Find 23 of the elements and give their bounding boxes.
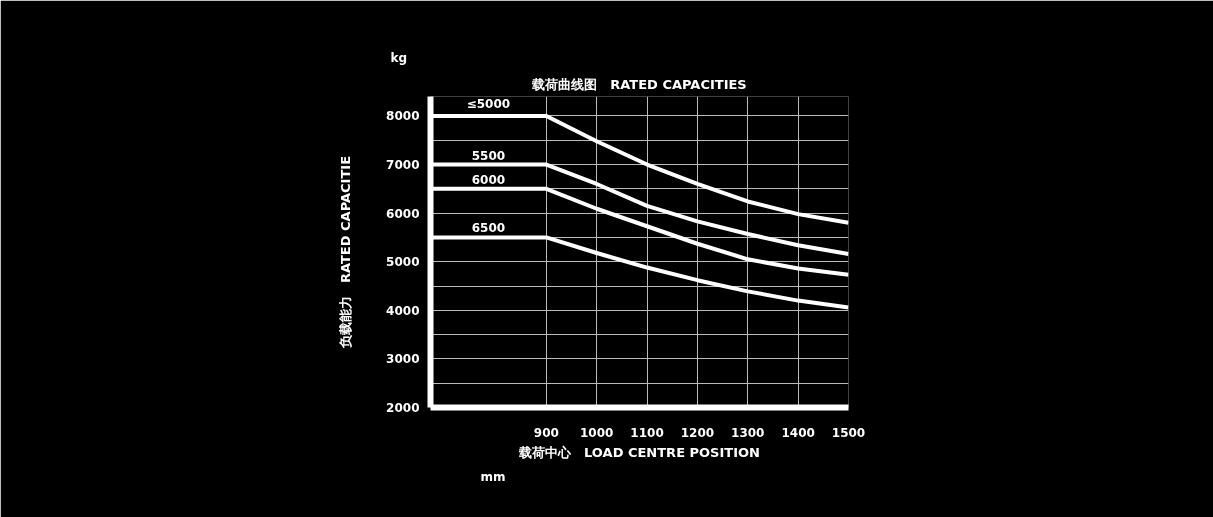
x-tick-label: 1300 bbox=[731, 425, 765, 440]
series-label: 5500 bbox=[471, 148, 506, 163]
x-axis-title: 载荷中心 LOAD CENTRE POSITION bbox=[518, 444, 760, 460]
chart-title: 载荷曲线图 RATED CAPACITIES bbox=[531, 76, 747, 92]
x-tick-label: 1400 bbox=[781, 425, 815, 440]
series-label: 6000 bbox=[471, 172, 506, 187]
series-label: 6500 bbox=[471, 221, 506, 236]
x-tick-label: 1500 bbox=[831, 425, 866, 440]
y-tick-label: 8000 bbox=[386, 109, 420, 124]
x-tick-label: 900 bbox=[533, 425, 559, 440]
x-tick-label: 1100 bbox=[630, 425, 664, 440]
text: kg bbox=[390, 50, 408, 65]
y-tick-label: 3000 bbox=[386, 352, 420, 367]
y-tick-label: 7000 bbox=[386, 158, 420, 173]
x-tick-label: 1200 bbox=[680, 425, 715, 440]
y-axis-title: 负载能力 RATED CAPACITIE bbox=[338, 155, 354, 350]
y-tick-label: 6000 bbox=[386, 206, 420, 221]
x-tick-label: 1000 bbox=[579, 425, 614, 440]
y-tick-label: 4000 bbox=[386, 303, 420, 318]
series-label: ≤5000 bbox=[466, 96, 511, 111]
text: mm bbox=[480, 469, 506, 484]
y-tick-label: 5000 bbox=[386, 255, 420, 270]
y-tick-label: 2000 bbox=[386, 401, 420, 415]
